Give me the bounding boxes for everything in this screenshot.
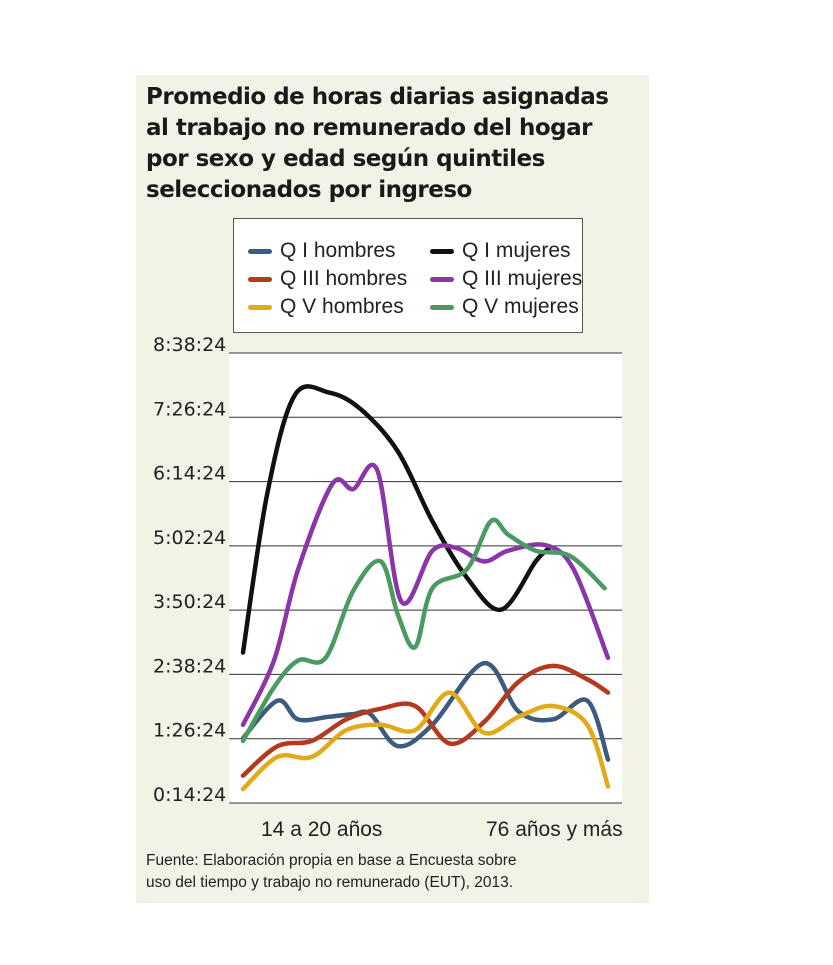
y-tick-label: 1:26:24 — [153, 720, 226, 742]
series-line-q-v-hombres — [240, 690, 611, 792]
legend-item-q5-mujeres: Q V mujeres — [430, 293, 579, 321]
legend-swatch — [430, 276, 454, 282]
legend-swatch — [430, 304, 454, 310]
series-line-q-iii-hombres — [240, 663, 611, 778]
title-line-1: Promedio de horas diarias asignadas — [146, 84, 609, 110]
y-tick-label: 7:26:24 — [153, 398, 226, 420]
y-tick-label: 8:38:24 — [153, 334, 226, 356]
chart-title: Promedio de horas diarias asignadas al t… — [146, 82, 616, 206]
y-tick-label: 6:14:24 — [153, 463, 226, 485]
legend-swatch — [248, 248, 272, 254]
series-line-q-iii-mujeres — [240, 462, 611, 728]
y-tick-label: 3:50:24 — [153, 591, 226, 613]
legend-label: Q III hombres — [280, 267, 408, 290]
legend-swatch — [248, 276, 272, 282]
series-line-q-i-hombres — [240, 660, 611, 762]
chart-legend: Q I hombres Q I mujeres Q III hombres Q … — [233, 218, 583, 333]
legend-label: Q I mujeres — [462, 239, 571, 262]
source-line-2: uso del tiempo y trabajo no remunerado (… — [146, 874, 514, 891]
plot-area — [229, 353, 622, 803]
legend-item-q1-mujeres: Q I mujeres — [430, 237, 571, 265]
legend-label: Q V hombres — [280, 295, 404, 318]
legend-swatch — [430, 248, 454, 254]
series-line-q-i-mujeres — [240, 384, 552, 655]
legend-label: Q III mujeres — [462, 267, 583, 290]
legend-item-q1-hombres: Q I hombres — [248, 237, 396, 265]
legend-swatch — [248, 304, 272, 310]
source-line-1: Fuente: Elaboración propia en base a Enc… — [146, 852, 517, 869]
x-axis-label-left: 14 a 20 años — [261, 818, 383, 841]
source-note: Fuente: Elaboración propia en base a Enc… — [146, 850, 616, 894]
legend-label: Q V mujeres — [462, 295, 579, 318]
x-axis-label-right: 76 años y más — [486, 818, 623, 841]
title-line-2: al trabajo no remunerado del hogar — [146, 115, 592, 141]
title-line-3: por sexo y edad según quintiles — [146, 146, 545, 172]
y-tick-label: 0:14:24 — [153, 784, 226, 806]
series-line-q-v-mujeres — [240, 517, 607, 744]
y-tick-label: 5:02:24 — [153, 527, 226, 549]
title-line-4: seleccionados por ingreso — [146, 177, 472, 203]
legend-item-q3-hombres: Q III hombres — [248, 265, 407, 293]
legend-label: Q I hombres — [280, 239, 396, 262]
y-tick-label: 2:38:24 — [153, 655, 226, 677]
legend-item-q3-mujeres: Q III mujeres — [430, 265, 582, 293]
legend-item-q5-hombres: Q V hombres — [248, 293, 404, 321]
